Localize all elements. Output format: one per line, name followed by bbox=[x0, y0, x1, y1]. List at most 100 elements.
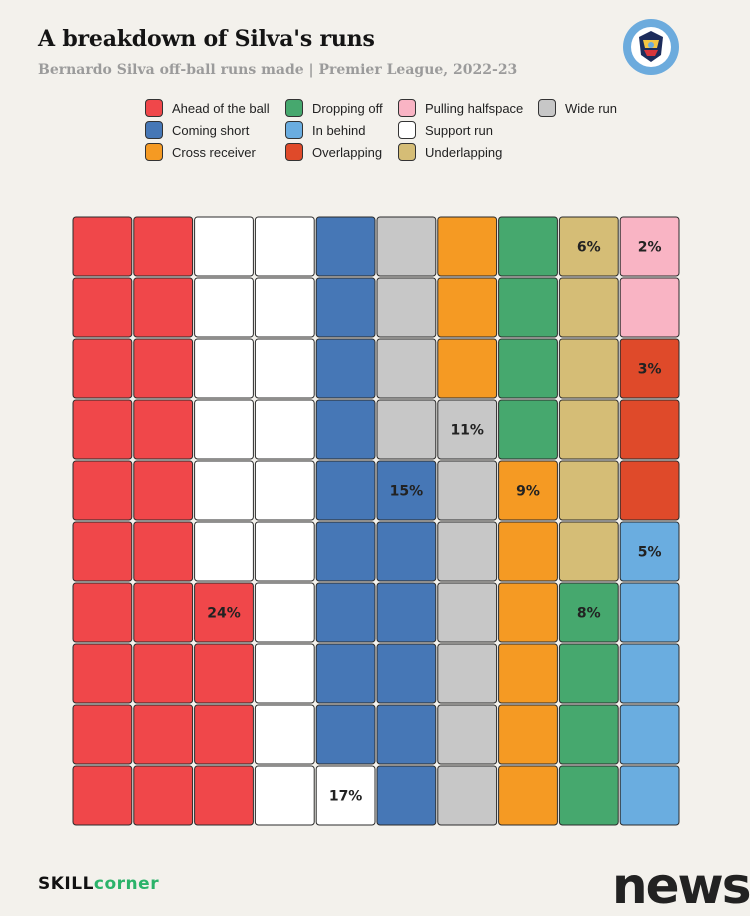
waffle-cell bbox=[194, 521, 254, 582]
waffle-cell bbox=[254, 521, 315, 582]
legend-item: In behind bbox=[285, 120, 366, 140]
waffle-cell bbox=[315, 704, 376, 765]
waffle-cell bbox=[315, 582, 376, 643]
waffle-cell bbox=[498, 704, 558, 765]
waffle-cell bbox=[254, 460, 315, 521]
waffle-cell bbox=[315, 521, 376, 582]
waffle-cell bbox=[315, 277, 376, 338]
waffle-cell bbox=[498, 521, 558, 582]
legend-label: Overlapping bbox=[312, 144, 383, 160]
legend-swatch bbox=[285, 143, 303, 161]
waffle-cell bbox=[254, 399, 315, 460]
waffle-cell bbox=[133, 399, 194, 460]
waffle-cell bbox=[376, 643, 437, 704]
waffle-cell bbox=[619, 643, 680, 704]
legend-item: Pulling halfspace bbox=[398, 98, 523, 118]
legend-item: Ahead of the ball bbox=[145, 98, 270, 118]
waffle-cell bbox=[376, 338, 437, 399]
legend-item: Coming short bbox=[145, 120, 249, 140]
waffle-cell bbox=[498, 765, 558, 826]
waffle-cell bbox=[376, 399, 437, 460]
waffle-cell bbox=[72, 399, 133, 460]
waffle-cell bbox=[558, 582, 619, 643]
skillcorner-logo: SKILLcorner bbox=[38, 874, 159, 894]
waffle-cell bbox=[437, 399, 498, 460]
chart-subtitle: Bernardo Silva off-ball runs made | Prem… bbox=[38, 62, 518, 78]
waffle-cell bbox=[72, 582, 133, 643]
waffle-cell bbox=[133, 765, 194, 826]
waffle-cell bbox=[376, 582, 437, 643]
waffle-cell bbox=[498, 643, 558, 704]
legend-label: In behind bbox=[312, 122, 366, 138]
waffle-cell bbox=[437, 277, 498, 338]
legend-label: Wide run bbox=[565, 100, 618, 116]
waffle-cell bbox=[619, 216, 680, 277]
waffle-cell bbox=[133, 582, 194, 643]
waffle-cell bbox=[376, 521, 437, 582]
waffle-cell bbox=[72, 338, 133, 399]
waffle-cell bbox=[498, 460, 558, 521]
club-crest-icon bbox=[623, 19, 679, 75]
waffle-cell bbox=[558, 399, 619, 460]
waffle-cell bbox=[194, 399, 254, 460]
waffle-cell bbox=[498, 277, 558, 338]
waffle-cell bbox=[437, 216, 498, 277]
waffle-cell bbox=[315, 460, 376, 521]
legend-swatch bbox=[398, 143, 416, 161]
waffle-cell bbox=[437, 460, 498, 521]
waffle-cell bbox=[254, 216, 315, 277]
waffle-cell bbox=[437, 521, 498, 582]
legend-swatch bbox=[285, 99, 303, 117]
waffle-cell bbox=[498, 582, 558, 643]
waffle-cell bbox=[437, 704, 498, 765]
waffle-cell bbox=[194, 582, 254, 643]
data-label: 24% bbox=[207, 606, 241, 622]
waffle-cell bbox=[619, 277, 680, 338]
waffle-cell bbox=[254, 643, 315, 704]
data-label: 6% bbox=[577, 240, 601, 256]
waffle-cell bbox=[72, 643, 133, 704]
waffle-cell bbox=[558, 704, 619, 765]
waffle-cell bbox=[133, 704, 194, 765]
waffle-cell bbox=[619, 765, 680, 826]
waffle-cell bbox=[558, 460, 619, 521]
legend-swatch bbox=[285, 121, 303, 139]
waffle-cell bbox=[437, 582, 498, 643]
brand-part-2: corner bbox=[93, 874, 160, 894]
legend-swatch bbox=[145, 121, 163, 139]
waffle-cell bbox=[315, 765, 376, 826]
waffle-cell bbox=[315, 399, 376, 460]
waffle-cell bbox=[558, 338, 619, 399]
data-label: 2% bbox=[638, 240, 662, 256]
data-label: 17% bbox=[329, 789, 363, 805]
chart-title: A breakdown of Silva's runs bbox=[38, 26, 375, 52]
waffle-cell bbox=[558, 643, 619, 704]
legend-label: Dropping off bbox=[312, 100, 383, 116]
waffle-cell bbox=[437, 643, 498, 704]
waffle-cell bbox=[619, 338, 680, 399]
waffle-cell bbox=[254, 765, 315, 826]
waffle-cell bbox=[376, 704, 437, 765]
waffle-cell bbox=[254, 704, 315, 765]
waffle-cell bbox=[72, 277, 133, 338]
legend-item: Cross receiver bbox=[145, 142, 256, 162]
waffle-cell bbox=[133, 216, 194, 277]
waffle-cell bbox=[558, 277, 619, 338]
waffle-cell bbox=[133, 643, 194, 704]
waffle-cell bbox=[133, 338, 194, 399]
waffle-cell bbox=[72, 521, 133, 582]
data-label: 15% bbox=[390, 484, 424, 500]
waffle-cell bbox=[133, 460, 194, 521]
waffle-cell bbox=[558, 216, 619, 277]
waffle-cell bbox=[133, 277, 194, 338]
waffle-cell bbox=[194, 643, 254, 704]
waffle-cell bbox=[376, 765, 437, 826]
waffle-cell bbox=[498, 399, 558, 460]
legend-swatch bbox=[398, 121, 416, 139]
waffle-cell bbox=[619, 521, 680, 582]
waffle-cell bbox=[72, 765, 133, 826]
waffle-cell bbox=[194, 765, 254, 826]
waffle-cell bbox=[194, 704, 254, 765]
waffle-cell bbox=[315, 338, 376, 399]
waffle-cell bbox=[72, 704, 133, 765]
